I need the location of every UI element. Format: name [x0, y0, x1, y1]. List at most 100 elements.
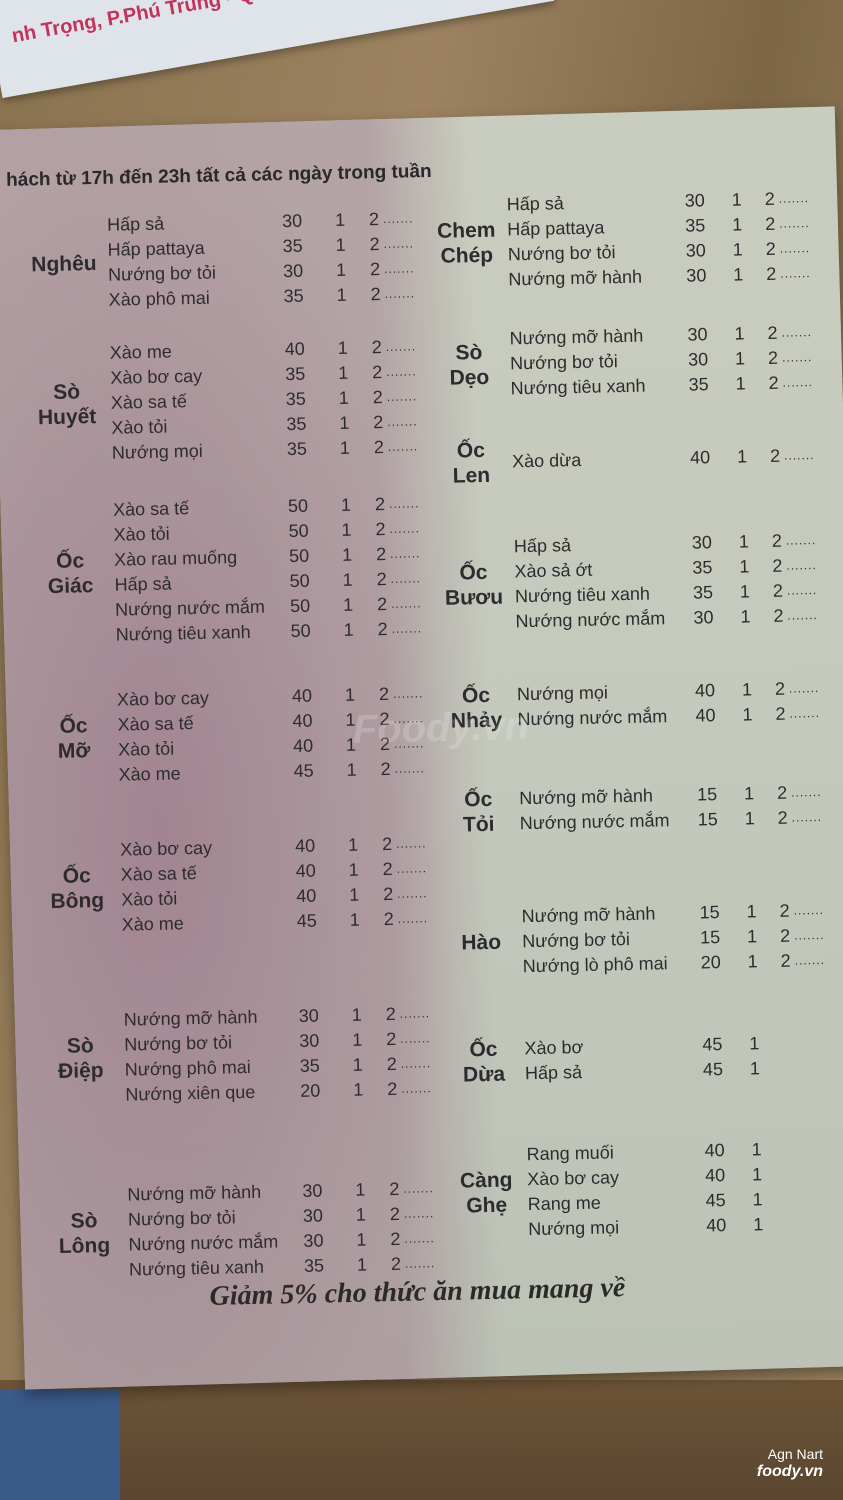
item-price: 40: [284, 338, 305, 360]
item-name: Xào me: [109, 341, 173, 363]
item-qty-1: 1: [335, 259, 347, 280]
order-blank: .......: [791, 784, 822, 800]
order-blank: .......: [785, 532, 817, 548]
item-name: Xào tỏi: [117, 738, 175, 760]
item-qty-1: 1: [352, 1054, 363, 1075]
item-qty-1: 1: [335, 234, 346, 255]
order-blank: .......: [399, 1006, 431, 1021]
section-title: Ốc Dừa: [444, 1036, 523, 1088]
item-name: Nướng tiêu xanh: [514, 583, 651, 607]
item-name: Nướng mỡ hành: [521, 903, 656, 927]
item-qty-2: 2: [373, 437, 385, 458]
item-name: Xào bơ cay: [116, 687, 210, 710]
item-name: Xào sả ớt: [514, 559, 593, 582]
item-qty-1: 1: [341, 519, 352, 540]
item-qty-2: 2: [370, 284, 381, 305]
section-title-line: Ghẹ: [466, 1193, 508, 1218]
order-blank: .......: [781, 325, 813, 340]
item-qty-1: 1: [744, 808, 755, 829]
item-price: 35: [692, 582, 714, 603]
order-blank: .......: [401, 1081, 432, 1096]
item-price: 40: [694, 680, 716, 701]
section-title: Chem Chép: [427, 217, 506, 269]
order-blank: .......: [395, 836, 427, 851]
item-price: 50: [288, 545, 310, 567]
item-price: 30: [687, 349, 709, 370]
order-blank: .......: [396, 861, 428, 876]
order-blank: .......: [384, 286, 416, 301]
section-title-line: Điệp: [57, 1059, 104, 1083]
item-name: Nướng mỡ hành: [508, 266, 643, 290]
item-price: 45: [705, 1190, 726, 1211]
section-title-line: Ốc: [463, 787, 493, 812]
order-blank: .......: [793, 902, 825, 918]
item-qty-2: 2: [773, 605, 784, 626]
item-name: Hấp sả: [114, 573, 172, 595]
section-title-line: Hào: [461, 930, 502, 955]
section-title-line: Giác: [47, 574, 94, 599]
section-title: Sò Điệp: [41, 1033, 120, 1085]
section-title: Sò Dẹo: [430, 339, 509, 391]
item-qty-1: 1: [746, 926, 758, 947]
item-name: Xào bơ: [524, 1036, 584, 1059]
order-blank: .......: [390, 596, 422, 611]
order-blank: .......: [794, 952, 826, 968]
section-title-line: Ốc: [469, 1037, 498, 1062]
item-price: 40: [704, 1165, 726, 1186]
item-qty-2: 2: [390, 1228, 401, 1250]
section-title: Ốc Bươu: [434, 559, 513, 611]
item-name: Hấp sả: [524, 1062, 583, 1084]
item-price: 20: [300, 1080, 321, 1101]
watermark: Foody.vn: [352, 704, 530, 752]
item-price: 50: [289, 595, 311, 617]
item-qty-1: 1: [752, 1189, 763, 1210]
item-name: Rang me: [527, 1192, 601, 1215]
item-qty-1: 1: [736, 446, 748, 467]
right-column: Chem Chép Hấp sả 30 1 2....... Hấp pattaya 35 1 2…: [0, 107, 843, 1239]
item-qty-2: 2: [371, 337, 382, 358]
section-title: Sò Huyết: [27, 378, 106, 430]
item-name: Nướng mọi: [516, 682, 609, 705]
item-name: Nướng mỡ hành: [519, 785, 654, 809]
item-price: 15: [696, 784, 718, 805]
order-blank: .......: [390, 571, 422, 586]
order-blank: .......: [778, 191, 810, 206]
item-price: 40: [705, 1215, 727, 1236]
section-title-line: Chép: [440, 243, 494, 268]
item-price: 30: [687, 324, 708, 345]
item-qty-2: 2: [766, 263, 777, 284]
item-name: Nướng bơ tỏi: [507, 242, 616, 265]
order-blank: .......: [780, 266, 811, 281]
item-qty-2: 2: [390, 1253, 402, 1275]
item-price: 30: [302, 1180, 323, 1201]
item-price: 40: [296, 885, 317, 906]
item-price: 30: [686, 265, 707, 286]
item-qty-2: 2: [386, 1053, 397, 1075]
order-blank: .......: [397, 911, 429, 926]
item-name: Nướng mọi: [528, 1217, 620, 1240]
order-blank: .......: [404, 1256, 436, 1271]
item-qty-1: 1: [356, 1254, 368, 1275]
order-blank: .......: [387, 439, 419, 454]
item-qty-2: 2: [764, 188, 775, 209]
item-qty-1: 1: [338, 362, 349, 383]
order-blank: .......: [387, 414, 418, 429]
item-name: Nướng nước mắm: [519, 810, 670, 834]
item-qty-1: 1: [749, 1033, 760, 1054]
item-name: Hấp pattaya: [107, 237, 205, 260]
item-price: 40: [294, 835, 316, 856]
item-price: 35: [285, 388, 307, 410]
item-name: Nướng bơ tỏi: [124, 1032, 233, 1055]
item-name: Xào tỏi: [111, 416, 168, 438]
item-qty-1: 1: [738, 531, 750, 552]
item-name: Xào sa tế: [117, 713, 194, 735]
order-blank: .......: [386, 389, 418, 404]
item-name: Hấp sả: [106, 213, 165, 235]
menu-content: hách từ 17h đến 23h tất cả các ngày tron…: [0, 107, 843, 1404]
item-qty-1: 1: [348, 884, 360, 905]
item-name: Nướng bơ tỏi: [509, 351, 618, 374]
item-qty-1: 1: [734, 323, 745, 344]
section-title-line: Bươu: [444, 585, 504, 610]
section-title-line: Ốc: [55, 549, 85, 573]
item-qty-1: 1: [352, 1029, 363, 1050]
